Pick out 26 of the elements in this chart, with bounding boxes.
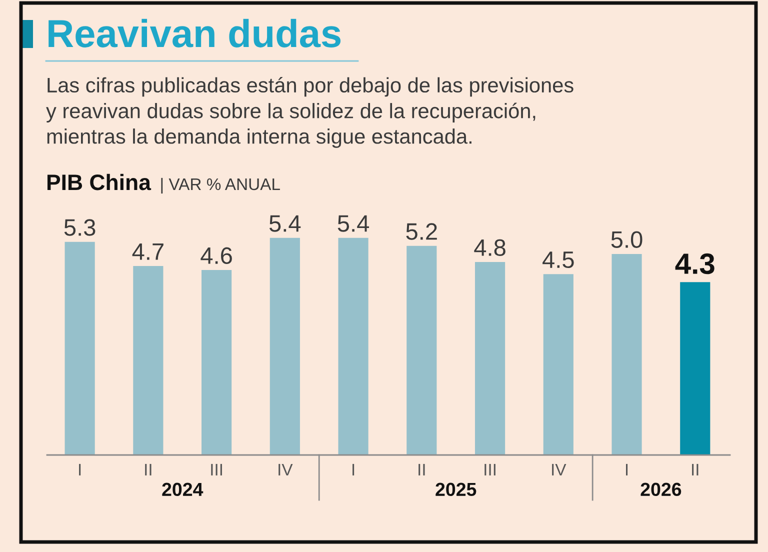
x-tick-label: III <box>484 464 496 476</box>
x-tick-label: IV <box>552 464 566 476</box>
text: 2026 <box>640 482 682 496</box>
data-label: 4.6 <box>200 247 232 264</box>
data-label: 4.7 <box>132 244 164 260</box>
x-tick-label: III <box>211 464 222 476</box>
text: 2024 <box>162 482 204 496</box>
y-axis-title: PIB China | VAR % ANUAL <box>47 174 280 194</box>
x-tick-label: II <box>418 464 425 476</box>
data-label: 4.3 <box>675 253 714 274</box>
data-label: 4.5 <box>542 252 574 268</box>
x-tick-label: I <box>352 464 354 476</box>
data-label: 5.0 <box>611 231 642 248</box>
x-tick-label: II <box>692 464 698 476</box>
text: 2025 <box>436 482 476 496</box>
x-tick-label: II <box>145 464 152 476</box>
x-tick-label: IV <box>278 464 293 476</box>
x-tick-label: I <box>626 464 628 476</box>
data-label: 4.8 <box>474 239 506 256</box>
data-label: 5.4 <box>338 215 370 232</box>
x-tick-label: I <box>79 464 81 476</box>
chart-subtitle: Las cifras publicadas están por debajo de las previsiones y reavivan dudas sobre la solidez de la recuperación, mientras la demanda interna sigue estancada. <box>46 77 574 148</box>
data-label: 5.3 <box>64 219 96 236</box>
chart-title: Reavivan dudas <box>48 18 341 48</box>
data-label: 5.4 <box>269 215 301 232</box>
data-label: 5.2 <box>406 223 437 240</box>
